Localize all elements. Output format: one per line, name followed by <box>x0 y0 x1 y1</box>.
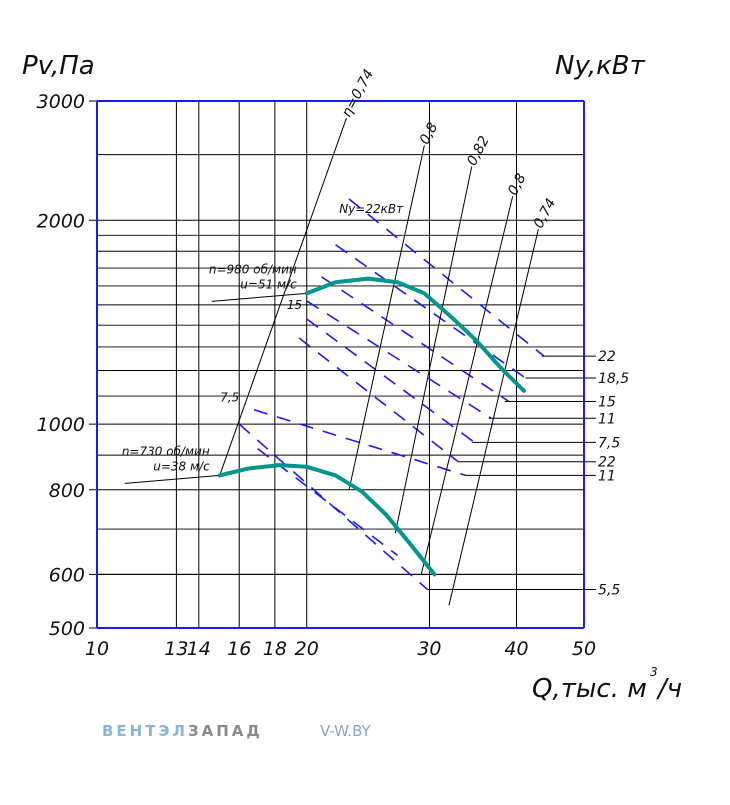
y-axis-title: Pv,Па <box>22 51 95 81</box>
power-line <box>348 198 545 357</box>
efficiency-label: 0,74 <box>531 196 560 231</box>
y2-axis-title: Ny,кВт <box>555 51 646 81</box>
x-tick-label: 18 <box>263 638 287 660</box>
power-line <box>253 409 466 477</box>
efficiency-label: η=0,74 <box>339 67 377 120</box>
y-tick-label: 800 <box>49 480 85 502</box>
efficiency-ray <box>420 196 514 575</box>
x-tick-label: 40 <box>504 638 528 660</box>
x-tick-label: 14 <box>187 638 211 660</box>
pressure-curve <box>304 276 526 393</box>
pressure-curve <box>217 463 437 577</box>
y-tick-label: 500 <box>49 618 85 640</box>
power-line <box>238 423 428 591</box>
y-tick-label: 1000 <box>37 414 85 436</box>
grid <box>89 100 584 629</box>
power-right-label: 11 <box>598 411 616 427</box>
efficiency-ray <box>394 166 473 534</box>
power-right-label: 15 <box>598 394 616 410</box>
x-tick-label: 13 <box>164 638 188 660</box>
power-right-label: 22 <box>598 349 616 365</box>
brand-part-1: ВЕНТЭЛ <box>102 722 188 740</box>
series-label: n=980 об/мин <box>209 262 297 276</box>
power-line <box>321 276 510 403</box>
power-line <box>306 318 475 443</box>
efficiency-rays <box>124 117 596 606</box>
power-line <box>298 337 459 463</box>
x-tick-label: 20 <box>295 638 319 660</box>
pressure-curves <box>217 276 526 577</box>
x-axis-title-tail: /ч <box>656 674 682 704</box>
efficiency-label: 0,8 <box>505 171 530 198</box>
series-leader <box>124 474 220 484</box>
y-tick-label: 600 <box>49 564 85 586</box>
power-inline-label: 7,5 <box>220 390 239 404</box>
efficiency-label: 0,82 <box>464 133 493 168</box>
x-axis-title: Q,тыс. м <box>532 674 647 704</box>
y-tick-label: 2000 <box>37 210 85 232</box>
power-line <box>306 300 492 419</box>
x-tick-label: 10 <box>85 638 109 660</box>
efficiency-ray <box>348 145 425 490</box>
x-tick-label: 50 <box>572 638 596 660</box>
footer: ВЕНТЭЛЗАПАД V-W.BY <box>102 722 371 740</box>
power-right-label: 18,5 <box>598 371 629 387</box>
brand-part-2: ЗАПАД <box>187 722 263 740</box>
power-line <box>335 244 526 379</box>
series-sublabel: u=38 м/с <box>153 459 210 473</box>
efficiency-ray <box>219 117 347 476</box>
power-inline-label: 15 <box>287 298 302 312</box>
power-right-label: 11 <box>598 468 616 484</box>
y-tick-label: 3000 <box>37 91 85 113</box>
x-axis-title-sup: 3 <box>650 665 658 679</box>
series-leader <box>211 292 307 302</box>
site-link[interactable]: V-W.BY <box>320 722 371 740</box>
efficiency-ray <box>448 229 539 606</box>
x-tick-label: 16 <box>227 638 251 660</box>
power-right-label: 22 <box>598 455 616 471</box>
x-tick-label: 30 <box>417 638 441 660</box>
efficiency-label: 0,8 <box>417 120 442 147</box>
axes <box>96 100 585 629</box>
power-right-label: 5,5 <box>598 582 620 598</box>
power-right-label: 7,5 <box>598 435 620 451</box>
series-label: n=730 об/мин <box>122 444 210 458</box>
series-sublabel: u=51 м/с <box>240 277 297 291</box>
power-inline-label: Ny=22кВт <box>339 202 404 216</box>
